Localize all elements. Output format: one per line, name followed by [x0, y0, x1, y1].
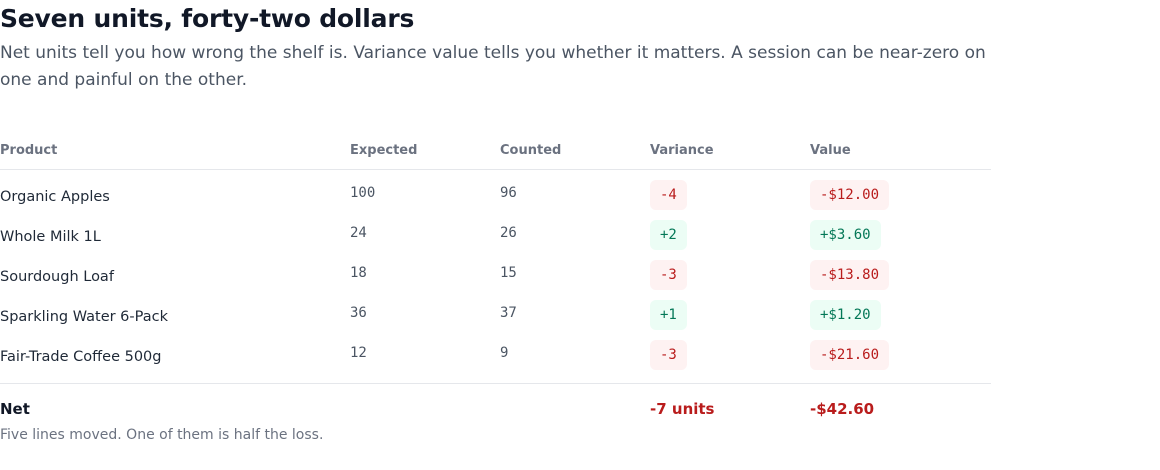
expected-count: 36 [350, 305, 367, 321]
variance-badge: -3 [650, 340, 687, 370]
value-badge: +$3.60 [810, 220, 881, 250]
expected-count: 100 [350, 185, 376, 201]
counted-count: 26 [500, 225, 517, 241]
expected-count: 24 [350, 225, 367, 241]
header-value: Value [810, 143, 851, 158]
product-name: Whole Milk 1L [0, 229, 101, 245]
product-name: Fair-Trade Coffee 500g [0, 349, 162, 365]
table-footer-net: Net -7 units -$42.60 [0, 383, 991, 431]
net-units: -7 units [650, 400, 715, 418]
header-counted: Counted [500, 143, 562, 158]
value-badge: -$13.80 [810, 260, 890, 290]
product-name: Sourdough Loaf [0, 269, 114, 285]
table-body: Organic Apples 100 96 -4 -$12.00 Whole M… [0, 170, 991, 370]
variance-table: Product Expected Counted Variance Value … [0, 140, 991, 431]
header-expected: Expected [350, 143, 418, 158]
counted-count: 9 [500, 345, 509, 361]
table-row: Whole Milk 1L 24 26 +2 +$3.60 [0, 210, 991, 250]
value-badge: -$12.00 [810, 180, 890, 210]
variance-badge: +2 [650, 220, 687, 250]
net-value: -$42.60 [810, 400, 875, 418]
table-header-row: Product Expected Counted Variance Value [0, 140, 991, 170]
variance-badge: -3 [650, 260, 687, 290]
page-title: Seven units, forty-two dollars [0, 4, 415, 33]
expected-count: 18 [350, 265, 367, 281]
footnote: Five lines moved. One of them is half th… [0, 427, 324, 443]
table-row: Sparkling Water 6-Pack 36 37 +1 +$1.20 [0, 290, 991, 330]
variance-badge: +1 [650, 300, 687, 330]
header-variance: Variance [650, 143, 714, 158]
value-badge: +$1.20 [810, 300, 881, 330]
table-row: Fair-Trade Coffee 500g 12 9 -3 -$21.60 [0, 330, 991, 370]
page-subtitle: Net units tell you how wrong the shelf i… [0, 43, 986, 90]
counted-count: 37 [500, 305, 517, 321]
counted-count: 96 [500, 185, 517, 201]
variance-badge: -4 [650, 180, 687, 210]
expected-count: 12 [350, 345, 367, 361]
product-name: Organic Apples [0, 189, 110, 205]
header-product: Product [0, 143, 58, 158]
net-label: Net [0, 400, 30, 418]
counted-count: 15 [500, 265, 517, 281]
value-badge: -$21.60 [810, 340, 890, 370]
product-name: Sparkling Water 6-Pack [0, 309, 168, 325]
table-row: Organic Apples 100 96 -4 -$12.00 [0, 170, 991, 210]
table-row: Sourdough Loaf 18 15 -3 -$13.80 [0, 250, 991, 290]
